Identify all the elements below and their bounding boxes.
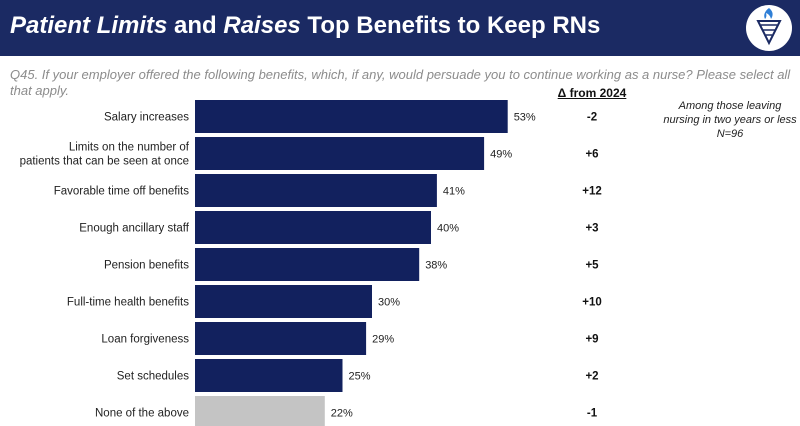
category-label: Loan forgiveness: [101, 334, 189, 346]
title-emphasis-1: Patient Limits: [10, 12, 168, 39]
value-label: 41%: [443, 186, 465, 198]
delta-value: -2: [587, 112, 597, 124]
delta-value: +6: [585, 149, 598, 161]
bar: [195, 137, 485, 170]
title-text-1: and: [167, 12, 224, 39]
bar: [195, 248, 420, 281]
value-label: 53%: [514, 112, 536, 124]
delta-value: +10: [582, 297, 602, 309]
value-label: 25%: [349, 371, 371, 383]
bar: [195, 359, 343, 392]
title-text-2: Top Benefits to Keep RNs: [300, 12, 601, 39]
survey-question: Q45. If your employer offered the follow…: [10, 67, 791, 98]
sample-note: Among those leaving nursing in two years…: [660, 99, 800, 141]
category-label: patients that can be seen at once: [20, 156, 189, 168]
title-emphasis-2: Raises: [223, 12, 301, 39]
delta-column-header: Δ from 2024: [557, 86, 627, 100]
delta-value: -1: [587, 408, 598, 420]
delta-value: +9: [585, 334, 598, 346]
title-bar: Patient Limits and Raises Top Benefits t…: [0, 0, 800, 56]
bar: [195, 100, 508, 133]
sample-note-line: Among those leaving: [678, 100, 782, 112]
category-label: Set schedules: [117, 371, 189, 383]
value-label: 22%: [331, 408, 353, 420]
category-label: None of the above: [95, 408, 189, 420]
sample-note-line: nursing in two years or less: [663, 114, 797, 126]
category-label: Full-time health benefits: [67, 297, 189, 309]
value-label: 49%: [490, 149, 512, 161]
torch-shield-icon: [746, 5, 792, 51]
sample-note-line: N=96: [716, 128, 744, 140]
bar: [195, 174, 437, 207]
category-label: Pension benefits: [104, 260, 189, 272]
delta-value: +3: [585, 223, 598, 235]
value-label: 40%: [437, 223, 459, 235]
category-label: Enough ancillary staff: [79, 223, 190, 235]
delta-value: +2: [585, 371, 598, 383]
value-label: 30%: [378, 297, 400, 309]
value-label: 29%: [372, 334, 394, 346]
delta-value: +5: [585, 260, 599, 272]
category-label: Limits on the number of: [69, 142, 190, 154]
category-label: Salary increases: [104, 112, 189, 124]
bar: [195, 322, 367, 355]
value-label: 38%: [425, 260, 447, 272]
bar: [195, 211, 431, 244]
delta-value: +12: [582, 186, 602, 198]
bar: [195, 396, 325, 426]
bar: [195, 285, 372, 318]
page-title: Patient Limits and Raises Top Benefits t…: [10, 12, 600, 40]
category-label: Favorable time off benefits: [54, 186, 190, 198]
